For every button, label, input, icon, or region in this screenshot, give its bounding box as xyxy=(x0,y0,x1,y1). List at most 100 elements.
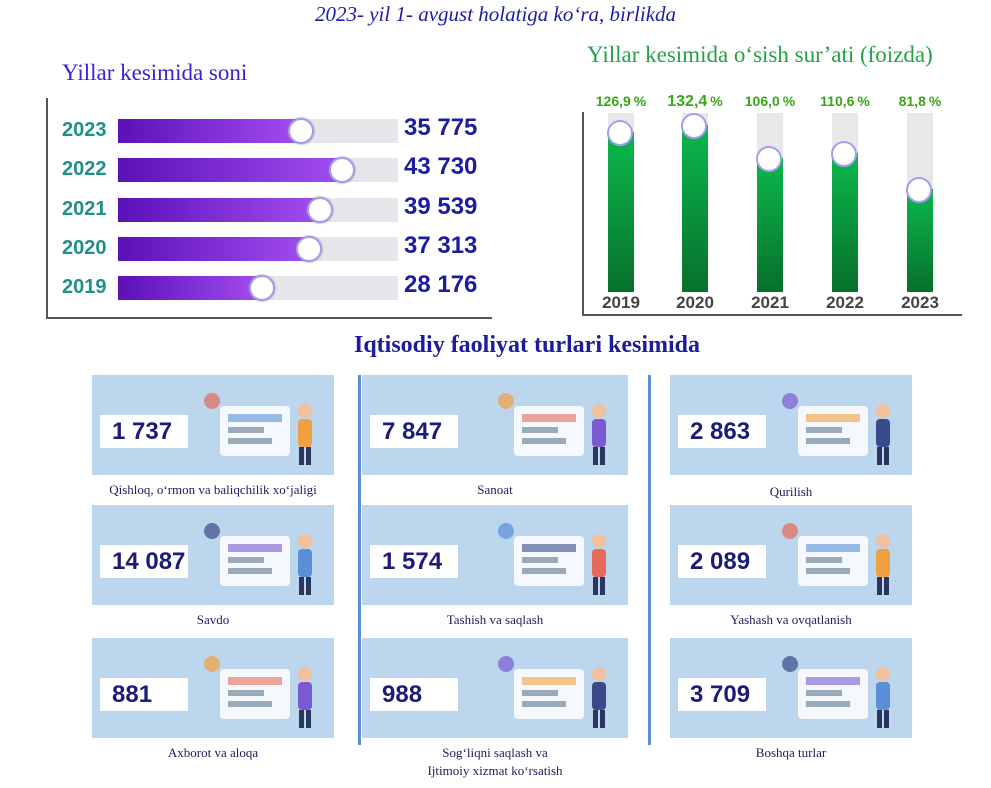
sector-card: 2 863 xyxy=(670,375,912,475)
sector-illustration-icon xyxy=(204,393,312,465)
sector-card: 988 xyxy=(362,638,628,738)
count-chart-axis-y xyxy=(46,98,48,319)
sector-label: Qishloq, o‘rmon va baliqchilik xo‘jaligi xyxy=(82,481,344,499)
sector-card: 1 574 xyxy=(362,505,628,605)
bar-track xyxy=(118,236,398,262)
sector-label-line: Qurilish xyxy=(769,484,813,499)
sector-label-line: Sog‘liqni saqlash va xyxy=(442,745,548,760)
sector-value: 7 847 xyxy=(370,415,458,448)
bar-value: 39 539 xyxy=(404,193,478,220)
bar-knob xyxy=(681,113,707,139)
bar-knob xyxy=(329,157,355,183)
bar-track xyxy=(118,197,398,223)
bar-knob xyxy=(756,146,782,172)
sector-value: 2 863 xyxy=(678,415,766,448)
sector-value: 1 737 xyxy=(100,415,188,448)
sector-label-line: Sanoat xyxy=(477,482,513,497)
bar-fill xyxy=(607,120,634,292)
bar-knob xyxy=(607,120,633,146)
bar-fill xyxy=(118,276,261,300)
sector-card: 7 847 xyxy=(362,375,628,475)
percent-unit: % xyxy=(928,93,942,109)
bar-track xyxy=(831,113,858,292)
year-label: 2019 xyxy=(62,276,107,298)
year-label: 2021 xyxy=(62,198,107,220)
bar-track xyxy=(756,113,783,292)
bar-fill xyxy=(681,113,708,292)
sector-label-line: Tashish va saqlash xyxy=(446,612,544,627)
sector-label: Qurilish xyxy=(660,483,922,501)
growth-chart-axis-x xyxy=(582,314,962,316)
sector-label-line: Boshqa turlar xyxy=(755,745,827,760)
bar-knob xyxy=(906,177,932,203)
sector-value: 1 574 xyxy=(370,545,458,578)
column-divider xyxy=(648,375,651,745)
sector-label-line: Axborot va aloqa xyxy=(167,745,259,760)
bar-track xyxy=(681,113,708,292)
percent-value: 81,8 xyxy=(898,93,926,109)
bar-track xyxy=(118,157,398,183)
bar-knob xyxy=(296,236,322,262)
column-divider xyxy=(358,375,361,745)
percent-unit: % xyxy=(633,93,647,109)
sector-illustration-icon xyxy=(782,656,890,728)
percent-label: 106,0% xyxy=(730,93,810,109)
sector-label: Sanoat xyxy=(352,481,638,499)
sector-illustration-icon xyxy=(204,523,312,595)
percent-unit: % xyxy=(710,93,723,109)
sector-label: Axborot va aloqa xyxy=(82,744,344,762)
bar-knob xyxy=(288,118,314,144)
count-chart-axis-x xyxy=(46,317,492,319)
sector-value: 988 xyxy=(370,678,458,711)
sector-illustration-icon xyxy=(498,393,606,465)
bar-fill xyxy=(756,146,783,292)
sector-label-line: Savdo xyxy=(196,612,230,627)
year-label: 2022 xyxy=(62,158,107,180)
bar-fill xyxy=(118,237,308,261)
growth-chart-axis-y xyxy=(582,112,584,316)
year-label: 2021 xyxy=(751,293,789,312)
year-label: 2023 xyxy=(901,293,939,312)
bar-track xyxy=(607,113,634,292)
page-title: 2023- yil 1- avgust holatiga ko‘ra, birl… xyxy=(314,2,677,26)
sector-illustration-icon xyxy=(204,656,312,728)
sector-value: 3 709 xyxy=(678,678,766,711)
percent-unit: % xyxy=(857,93,870,109)
sector-card: 3 709 xyxy=(670,638,912,738)
percent-label: 110,6% xyxy=(805,93,885,109)
bar-value: 43 730 xyxy=(404,153,478,180)
sector-card: 2 089 xyxy=(670,505,912,605)
year-label: 2020 xyxy=(62,237,107,259)
bar-knob xyxy=(831,141,857,167)
sector-label: Savdo xyxy=(82,611,344,629)
section-title: Iqtisodiy faoliyat turlari kesimida xyxy=(353,332,701,358)
growth-chart-title: Yillar kesimida o‘sish sur’ati (foizda) xyxy=(587,42,933,67)
bar-track xyxy=(118,118,398,144)
bar-fill xyxy=(118,198,319,222)
sector-label: Boshqa turlar xyxy=(660,744,922,762)
sector-illustration-icon xyxy=(782,393,890,465)
sector-label-line: Ijtimoiy xizmat ko‘rsatish xyxy=(427,763,563,778)
percent-value: 106,0 xyxy=(744,93,780,109)
sector-illustration-icon xyxy=(498,523,606,595)
percent-label: 81,8% xyxy=(880,93,960,109)
percent-value: 132,4 xyxy=(667,93,708,110)
year-label: 2020 xyxy=(676,293,714,312)
sector-card: 14 087 xyxy=(92,505,334,605)
bar-knob xyxy=(307,197,333,223)
bar-fill xyxy=(906,177,933,292)
percent-value: 110,6 xyxy=(820,93,855,109)
year-label: 2023 xyxy=(62,119,107,141)
percent-value: 126,9 xyxy=(595,93,631,109)
year-label: 2019 xyxy=(602,293,640,312)
bar-fill xyxy=(831,141,858,292)
bar-knob xyxy=(249,275,275,301)
count-chart-title: Yillar kesimida soni xyxy=(62,60,248,85)
bar-value: 28 176 xyxy=(404,271,478,298)
percent-unit: % xyxy=(782,93,796,109)
sector-label: Yashash va ovqatlanish xyxy=(660,611,922,629)
sector-illustration-icon xyxy=(498,656,606,728)
percent-label: 132,4% xyxy=(655,93,735,111)
sector-label-line: Qishloq, o‘rmon va baliqchilik xo‘jaligi xyxy=(109,482,317,497)
sector-value: 14 087 xyxy=(100,545,188,578)
